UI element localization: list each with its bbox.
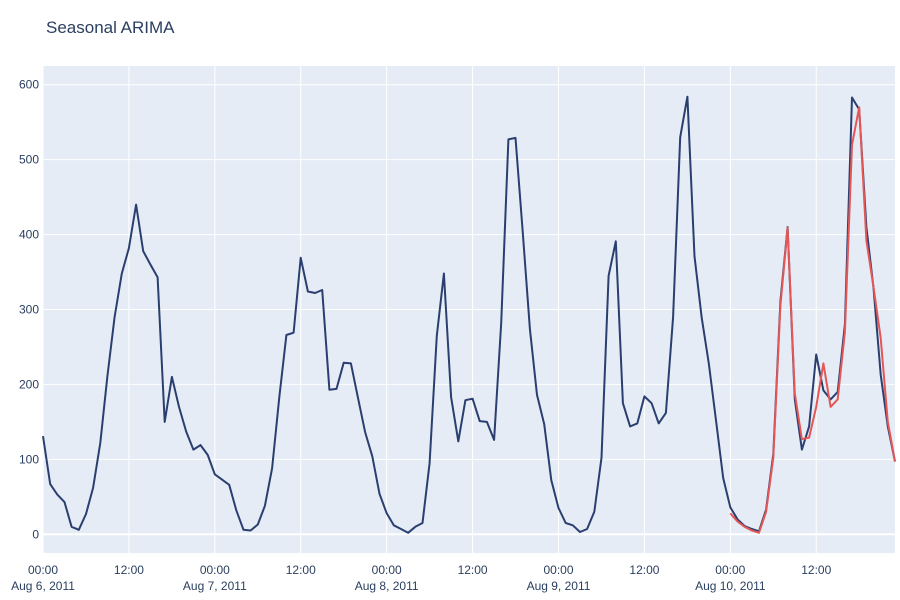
y-tick-label: 500 — [19, 153, 39, 167]
x-tick-label: 12:00 — [114, 563, 144, 577]
y-tick-label: 200 — [19, 377, 39, 391]
x-tick-date-label: Aug 8, 2011 — [355, 579, 419, 593]
chart-title: Seasonal ARIMA — [46, 18, 175, 37]
series-line-1 — [42, 95, 896, 534]
x-tick-label: 00:00 — [715, 563, 745, 577]
y-tick-label: 400 — [19, 228, 39, 242]
x-tick-date-label: Aug 9, 2011 — [527, 579, 591, 593]
x-tick-label: 12:00 — [458, 563, 488, 577]
x-tick-date-label: Aug 6, 2011 — [11, 579, 75, 593]
x-tick-label: 00:00 — [28, 563, 58, 577]
x-tick-label: 12:00 — [629, 563, 659, 577]
series-line-2 — [729, 106, 896, 534]
y-tick-label: 100 — [19, 452, 39, 466]
x-tick-date-label: Aug 10, 2011 — [695, 579, 766, 593]
x-tick-label: 00:00 — [372, 563, 402, 577]
x-tick-label: 12:00 — [286, 563, 316, 577]
y-tick-label: 600 — [19, 78, 39, 92]
x-tick-label: 00:00 — [200, 563, 230, 577]
x-tick-label: 00:00 — [543, 563, 573, 577]
y-tick-label: 0 — [32, 527, 39, 541]
x-tick-label: 12:00 — [801, 563, 831, 577]
x-tick-date-label: Aug 7, 2011 — [183, 579, 247, 593]
y-tick-label: 300 — [19, 303, 39, 317]
